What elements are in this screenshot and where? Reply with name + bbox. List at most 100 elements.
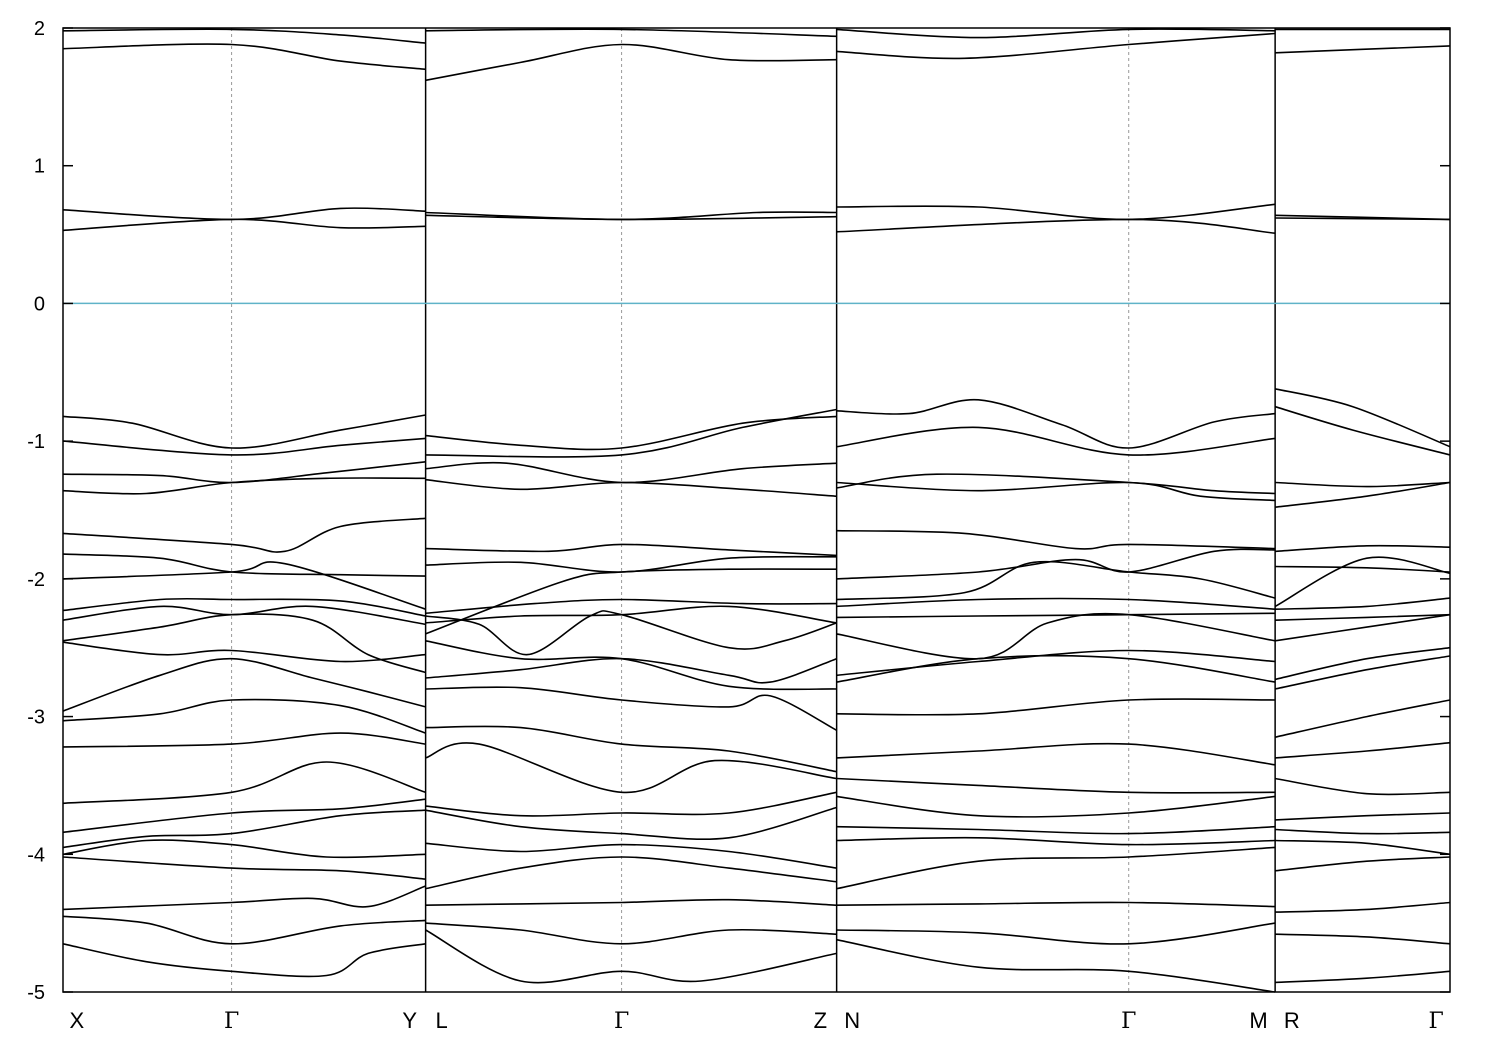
band-24-segment-3 — [836, 901, 1276, 908]
band-4-segment-4 — [1275, 214, 1451, 221]
band-19-segment-3 — [836, 777, 1276, 794]
band-19-segment-1 — [62, 761, 426, 805]
kpoint-label: X — [70, 1008, 85, 1033]
band-12-segment-4 — [1275, 597, 1451, 610]
band-7-segment-4 — [1275, 481, 1451, 488]
band-26-segment-1 — [62, 943, 426, 978]
band-2-segment-2 — [425, 28, 837, 38]
band-18-segment-4 — [1275, 741, 1451, 759]
band-5-segment-3 — [836, 398, 1276, 449]
band-19-segment-2 — [425, 742, 837, 794]
band-20-segment-1 — [62, 798, 426, 834]
band-23-segment-2 — [425, 856, 837, 890]
y-tick-label: 0 — [34, 293, 45, 315]
band-25-segment-3 — [836, 922, 1276, 945]
band-25-segment-2 — [425, 922, 837, 945]
band-3-segment-3 — [836, 203, 1276, 221]
y-tick-label: -5 — [27, 982, 45, 1004]
band-17-segment-4 — [1274, 699, 1451, 738]
band-24-segment-1 — [62, 885, 426, 911]
band-4-segment-3 — [836, 218, 1276, 234]
band-17-segment-2 — [425, 686, 837, 732]
band-13-segment-1 — [62, 605, 426, 626]
band-15-segment-2 — [425, 640, 837, 691]
band-24-segment-2 — [425, 898, 837, 906]
band-14-segment-3 — [836, 612, 1276, 660]
band-25-segment-4 — [1275, 933, 1451, 945]
band-14-segment-4 — [1274, 613, 1451, 642]
band-3-segment-1 — [62, 207, 426, 221]
kpoint-label: Y — [402, 1008, 417, 1033]
band-18-segment-3 — [836, 742, 1276, 766]
band-4-segment-2 — [425, 211, 837, 221]
band-6-segment-1 — [62, 437, 426, 456]
band-9-segment-3 — [836, 529, 1276, 550]
band-26-segment-4 — [1275, 970, 1451, 984]
kpoint-label: Γ — [224, 1009, 239, 1034]
band-13-segment-4 — [1275, 613, 1451, 621]
band-22-segment-3 — [836, 836, 1276, 846]
bands-layer — [62, 28, 1451, 993]
band-22-segment-1 — [62, 839, 426, 859]
band-23-segment-3 — [836, 846, 1276, 890]
y-tick-label: -4 — [27, 844, 45, 866]
band-23-segment-4 — [1275, 856, 1451, 872]
band-10-segment-3 — [836, 548, 1276, 580]
plot-frame-layer — [62, 27, 1451, 993]
plot-frame — [62, 27, 1451, 993]
kpoint-lines-layer — [231, 28, 1276, 992]
band-2-segment-3 — [836, 28, 1276, 39]
band-9-segment-1 — [62, 517, 426, 553]
band-23-segment-1 — [62, 856, 426, 880]
y-tick-label: -2 — [27, 569, 45, 591]
band-14-segment-1 — [62, 613, 426, 674]
band-20-segment-2 — [425, 791, 837, 817]
band-22-segment-2 — [425, 842, 837, 869]
band-16-segment-1 — [62, 657, 426, 712]
band-1-segment-2 — [425, 43, 837, 82]
band-10-segment-1 — [62, 553, 426, 577]
band-7-segment-1 — [62, 461, 426, 484]
band-14-segment-2 — [425, 610, 837, 656]
band-7-segment-3 — [836, 473, 1276, 495]
band-8-segment-4 — [1275, 481, 1451, 508]
band-1-segment-1 — [62, 43, 426, 71]
band-7-segment-2 — [425, 461, 837, 484]
band-17-segment-3 — [836, 698, 1276, 716]
band-16-segment-2 — [425, 657, 837, 684]
band-18-segment-2 — [425, 725, 837, 773]
band-15-segment-4 — [1274, 646, 1451, 681]
band-22-segment-4 — [1275, 839, 1451, 856]
band-21-segment-3 — [836, 825, 1276, 835]
y-tick-label: -1 — [27, 431, 45, 453]
band-25-segment-1 — [62, 915, 426, 945]
band-21-segment-1 — [62, 809, 426, 849]
kpoint-label: Γ — [1428, 1009, 1443, 1034]
band-6-segment-2 — [425, 408, 837, 458]
band-19-segment-4 — [1274, 777, 1451, 796]
band-10-segment-4 — [1275, 565, 1451, 573]
band-8-segment-1 — [62, 477, 426, 495]
band-9-segment-4 — [1275, 544, 1451, 553]
band-15-segment-3 — [836, 649, 1276, 677]
band-21-segment-4 — [1275, 828, 1451, 835]
band-6-segment-3 — [836, 426, 1276, 456]
band-17-segment-1 — [62, 698, 426, 734]
band-12-segment-3 — [836, 597, 1276, 610]
band-18-segment-1 — [62, 732, 426, 748]
band-4-segment-1 — [62, 218, 426, 232]
band-6-segment-4 — [1274, 405, 1451, 456]
y-tick-label: 2 — [34, 18, 45, 40]
band-11-segment-4 — [1274, 556, 1451, 608]
band-11-segment-1 — [62, 561, 426, 610]
band-5-segment-1 — [62, 414, 426, 449]
band-8-segment-3 — [836, 481, 1276, 502]
band-20-segment-3 — [836, 795, 1276, 818]
band-21-segment-2 — [425, 806, 837, 841]
band-13-segment-3 — [836, 612, 1276, 619]
band-5-segment-2 — [425, 415, 837, 451]
band-8-segment-2 — [425, 478, 837, 497]
kpoint-label: R — [1284, 1008, 1300, 1033]
